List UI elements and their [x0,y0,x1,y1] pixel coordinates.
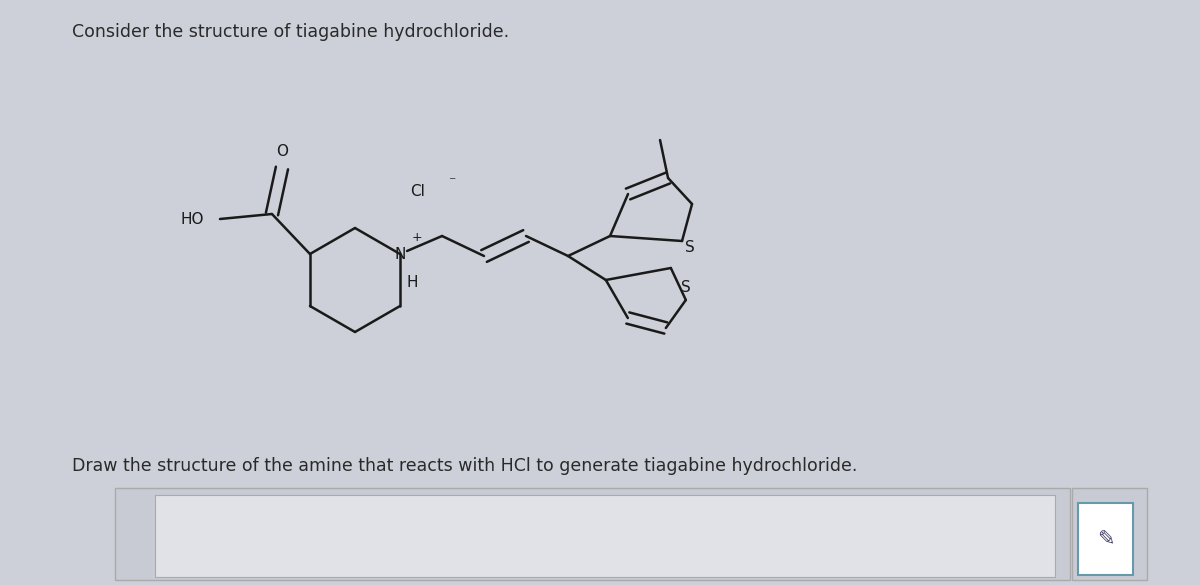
FancyBboxPatch shape [155,495,1055,577]
Text: Cl: Cl [410,184,426,199]
Text: ⁻: ⁻ [449,175,456,189]
Text: S: S [685,240,695,256]
Text: +: + [412,230,422,243]
FancyBboxPatch shape [1072,488,1147,580]
Text: S: S [680,280,691,295]
Text: HO: HO [180,212,204,226]
FancyBboxPatch shape [115,488,1070,580]
FancyBboxPatch shape [1078,503,1133,575]
Text: ✎: ✎ [1097,529,1115,549]
Text: N: N [395,246,406,261]
Text: H: H [407,274,418,290]
Text: Consider the structure of tiagabine hydrochloride.: Consider the structure of tiagabine hydr… [72,23,509,41]
Text: Draw the structure of the amine that reacts with HCl to generate tiagabine hydro: Draw the structure of the amine that rea… [72,457,857,475]
Text: O: O [276,144,288,160]
